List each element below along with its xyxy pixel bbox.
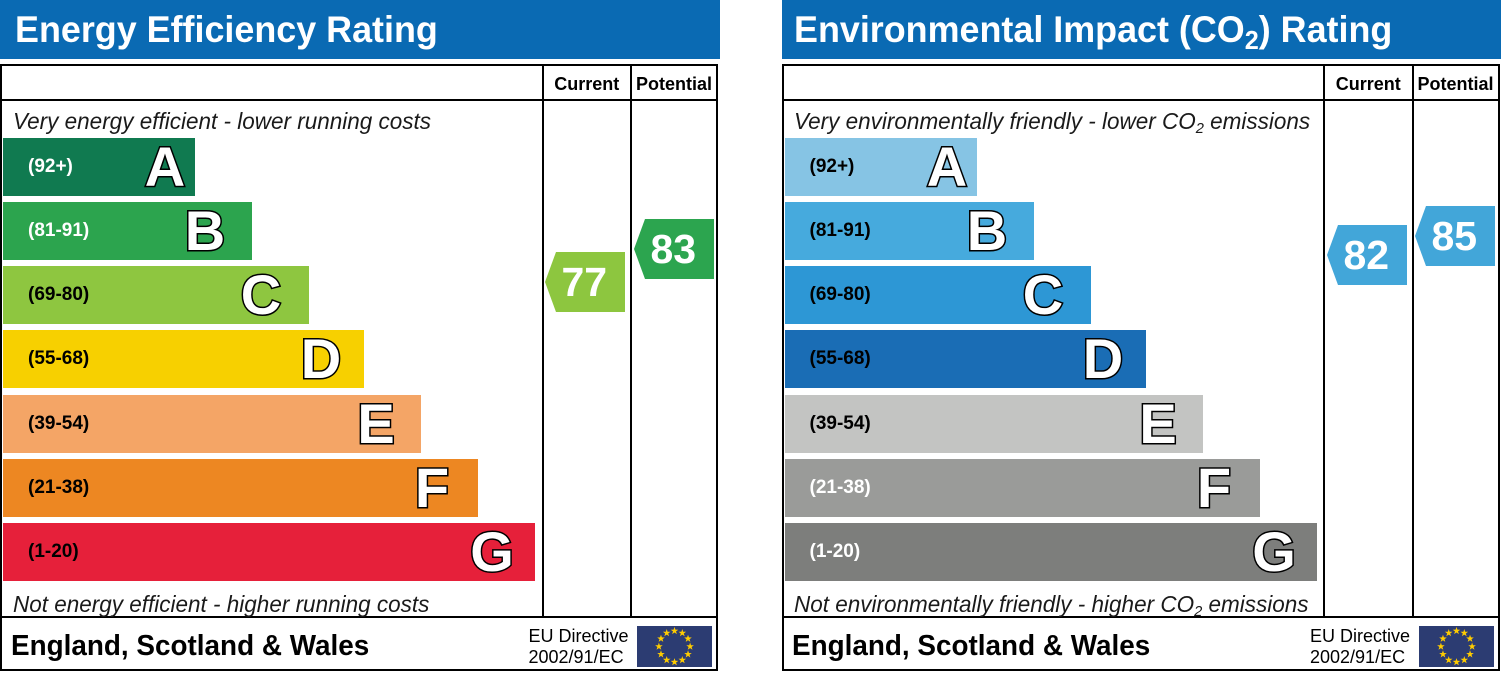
svg-text:F: F: [415, 458, 449, 518]
svg-text:F: F: [1196, 458, 1230, 518]
svg-text:D: D: [1082, 329, 1122, 389]
svg-text:G: G: [1252, 522, 1296, 582]
svg-text:77: 77: [561, 258, 607, 304]
svg-text:D: D: [301, 329, 341, 389]
svg-text:85: 85: [1431, 213, 1477, 259]
svg-text:A: A: [926, 137, 966, 197]
svg-text:82: 82: [1343, 232, 1389, 278]
svg-text:C: C: [1022, 265, 1062, 325]
svg-text:G: G: [470, 522, 514, 582]
svg-text:C: C: [241, 265, 281, 325]
svg-text:B: B: [966, 201, 1006, 261]
svg-text:B: B: [185, 201, 225, 261]
svg-text:E: E: [357, 394, 394, 454]
svg-text:83: 83: [650, 225, 696, 271]
svg-text:E: E: [1139, 394, 1176, 454]
svg-text:A: A: [145, 137, 185, 197]
